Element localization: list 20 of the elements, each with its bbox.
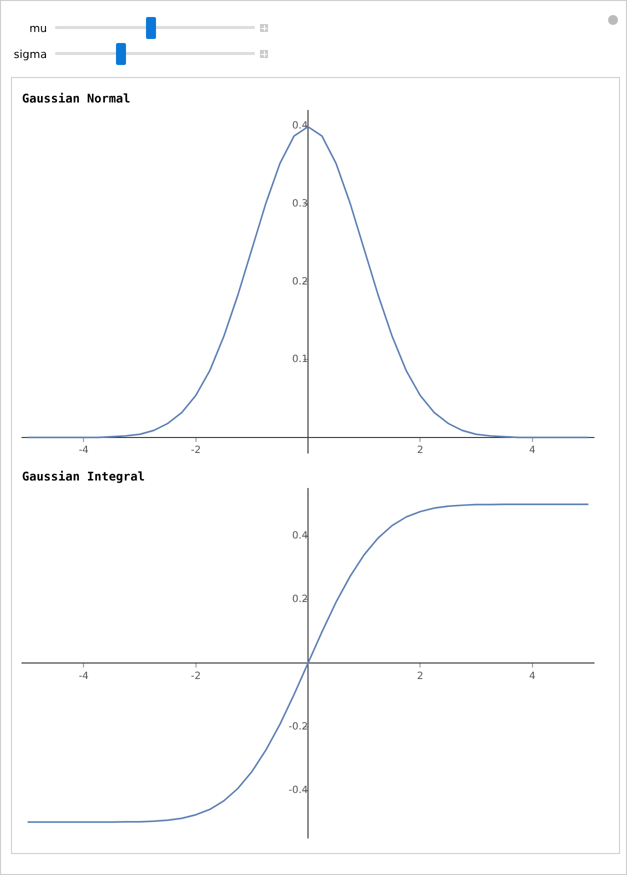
y-tick-label: 0.3: [292, 198, 308, 210]
y-tick-label: 0.4: [292, 530, 308, 542]
text: sigma: [12, 48, 47, 60]
x-tick-label: -4: [78, 445, 89, 456]
x-tick-label: -2: [190, 670, 201, 682]
y-tick-label: 0.1: [292, 354, 308, 366]
x-tick-label: -4: [78, 670, 89, 682]
x-tick-label: -2: [190, 445, 201, 456]
x-tick-label: 4: [529, 445, 536, 456]
chart-title: Gaussian Integral: [22, 469, 145, 484]
x-tick-label: 2: [416, 670, 424, 682]
y-tick-label: 0.2: [292, 276, 308, 288]
y-tick-label: -0.4: [288, 784, 308, 796]
y-tick-label: -0.2: [288, 721, 308, 732]
x-tick-label: 4: [529, 670, 536, 682]
y-tick-label: 0.4: [292, 120, 308, 132]
y-tick-label: 0.2: [292, 594, 308, 606]
text: mu: [28, 22, 47, 34]
chart-title: Gaussian Normal: [22, 91, 130, 106]
x-tick-label: 2: [416, 445, 424, 456]
